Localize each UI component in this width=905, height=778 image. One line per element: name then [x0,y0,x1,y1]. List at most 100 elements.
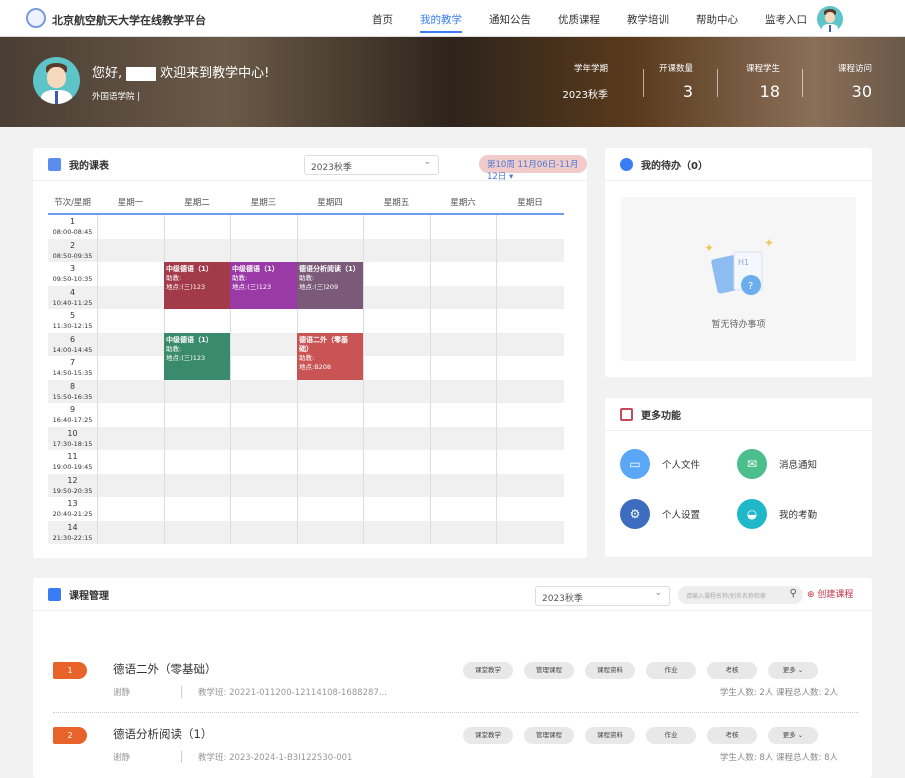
svg-text:H1: H1 [738,258,749,267]
empty-illustration-icon: ✦ ✦ H1? [704,236,774,295]
user-avatar[interactable] [817,6,843,32]
course-action-button[interactable]: 作业 [646,727,696,744]
period-row: 11 19:00-19:45 [48,450,564,474]
function-gear[interactable]: ⚙ 个人设置 [620,499,700,529]
period-row: 14 21:30-22:15 [48,520,564,544]
nav-item[interactable]: 教学培训 [627,14,669,26]
schedule-title: 我的课表 [69,160,109,172]
column-divider [430,215,431,544]
day-header: 星期二 [184,198,210,208]
semester-select[interactable]: 2023秋季 [304,155,439,175]
period-row: 3 09:50-10:35 [48,262,564,286]
table-icon [48,157,61,171]
course-item: 2 德语分析阅读（1） 谢静 教学班: 2023-2024-1-B3I122530-0… [53,727,853,777]
class-assist: 助教: [232,274,248,282]
nav-item[interactable]: 帮助中心 [696,14,738,26]
nav-item[interactable]: 监考入口 [765,14,807,26]
class-room: 地点:(三)123 [166,283,206,291]
function-folder[interactable]: ▭ 个人文件 [620,449,700,479]
class-name: 中级德语（1） [232,265,279,273]
day-header: 星期五 [383,198,410,208]
class-room: 地点:(三)123 [232,283,272,291]
day-header: 星期六 [450,198,476,208]
class-assist: 助教: [166,274,182,282]
stat-visits: 课程访问 30 [837,64,872,101]
course-semester-select[interactable]: 2023秋季 [535,586,670,606]
period-row: 5 11:30-12:15 [48,309,564,333]
class-block[interactable]: 中级德语（1） 助教: 地点:(三)123 [164,262,230,309]
nav-menu: 首页 我的教学 通知公告 优质课程 教学培训 帮助中心 监考入口 [372,12,834,33]
course-class-code: 教学班: 2023-2024-1-B3I122530-001 [181,751,352,763]
todo-empty-state: ✦ ✦ H1? 暂无待办事项 [621,197,856,361]
day-header: 星期日 [517,198,543,208]
class-block[interactable]: 中级德语（1） 助教: 地点:(三)123 [164,332,230,380]
folder-icon: ▭ [620,449,650,479]
svg-text:✦: ✦ [704,241,714,255]
class-room: 地点:(三)209 [299,283,339,291]
course-action-button[interactable]: 管理课程 [524,662,574,679]
course-teacher: 谢静 [113,753,131,763]
course-action-button[interactable]: 课程资料 [585,662,635,679]
nav-item[interactable]: 我的教学 [420,14,462,33]
class-block[interactable]: 中级德语（1） 助教: 地点:(三)123 [230,262,297,309]
todo-title: 我的待办（0） [641,160,708,172]
search-icon[interactable]: ⚲ [789,588,797,599]
course-counts: 学生人数: 2人 课程总人数: 2人 [719,688,838,698]
course-action-button[interactable]: 考核 [707,662,757,679]
class-room: 地点:(三)123 [166,353,206,362]
course-name[interactable]: 德语二外（零基础） [113,662,217,676]
period-cell: 1 08:00-08:45 [52,217,93,236]
class-room: 地点:B208 [299,362,332,371]
gear-icon: ⚙ [620,499,650,529]
more-functions-card: 更多功能 ▭ 个人文件 ✉ 消息通知 ⚙ 个人设置 ◒ 我的考勤 [605,398,872,557]
column-divider [164,215,165,544]
period-row: 12 19:50-20:35 [48,473,564,497]
course-action-button[interactable]: 作业 [646,662,696,679]
week-picker[interactable]: 第10周 11月06日-11月12日 ▾ [479,155,587,182]
function-mail[interactable]: ✉ 消息通知 [737,449,817,479]
course-management-card: 课程管理 2023秋季 请输入课程名称/别名名称检索⚲ ⊕ 创建课程 1 德语二外… [33,578,872,778]
create-course-button[interactable]: ⊕ 创建课程 [807,590,854,600]
period-row: 2 08:50-09:35 [48,238,564,262]
class-block[interactable]: 德语分析阅读（1） 助教: 地点:(三)209 [297,262,363,309]
period-cell: 11 19:00-19:45 [52,452,93,471]
class-block[interactable]: 德语二外（零基础） 助教: 地点:B208 [297,332,363,380]
course-teacher: 谢静 [113,688,131,698]
class-assist: 助教: [166,344,182,353]
course-name[interactable]: 德语分析阅读（1） [113,727,213,741]
nav-item[interactable]: 通知公告 [489,14,531,26]
period-cell: 8 15:50-16:35 [52,381,93,401]
grid-apps-icon [620,407,633,421]
course-class-code: 教学班: 20221-011200-12114108-1688287... [181,686,387,698]
course-action-button[interactable]: 更多 ⌄ [768,662,818,679]
course-index-badge: 1 [53,662,87,679]
period-cell: 14 21:30-22:15 [52,522,93,542]
divider [53,712,859,713]
period-row: 10 17:30-18:15 [48,426,564,450]
svg-text:✦: ✦ [764,236,774,250]
column-divider [230,215,231,544]
course-item: 1 德语二外（零基础） 谢静 教学班: 20221-011200-12114108-1… [53,662,853,712]
period-cell: 7 14:50-15:35 [52,358,93,377]
function-basket[interactable]: ◒ 我的考勤 [737,499,817,529]
more-title: 更多功能 [641,410,681,422]
nav-item[interactable]: 首页 [372,14,393,26]
period-cell: 3 09:50-10:35 [52,264,93,283]
course-action-button[interactable]: 管理课程 [524,727,574,744]
corner-header: 节次/星期 [54,198,91,208]
course-action-button[interactable]: 更多 ⌄ [768,727,818,744]
course-index-badge: 2 [53,727,87,744]
top-nav: 北京航空航天大学在线教学平台 首页 我的教学 通知公告 优质课程 教学培训 帮助中心 监考入… [0,0,905,37]
course-search-input[interactable]: 请输入课程名称/别名名称检索 ⚲ [678,586,803,604]
course-action-button[interactable]: 课堂教学 [463,727,513,744]
course-action-button[interactable]: 课程资料 [585,727,635,744]
class-name: 中级德语（1） [166,265,213,273]
stat-courses: 开课数量 3 [658,64,693,101]
course-action-button[interactable]: 课堂教学 [463,662,513,679]
nav-item[interactable]: 优质课程 [558,14,600,26]
course-action-button[interactable]: 考核 [707,727,757,744]
svg-text:?: ? [748,281,753,292]
period-row: 9 16:40-17:25 [48,403,564,427]
class-name: 中级德语（1） [166,335,213,344]
column-divider [496,215,497,544]
